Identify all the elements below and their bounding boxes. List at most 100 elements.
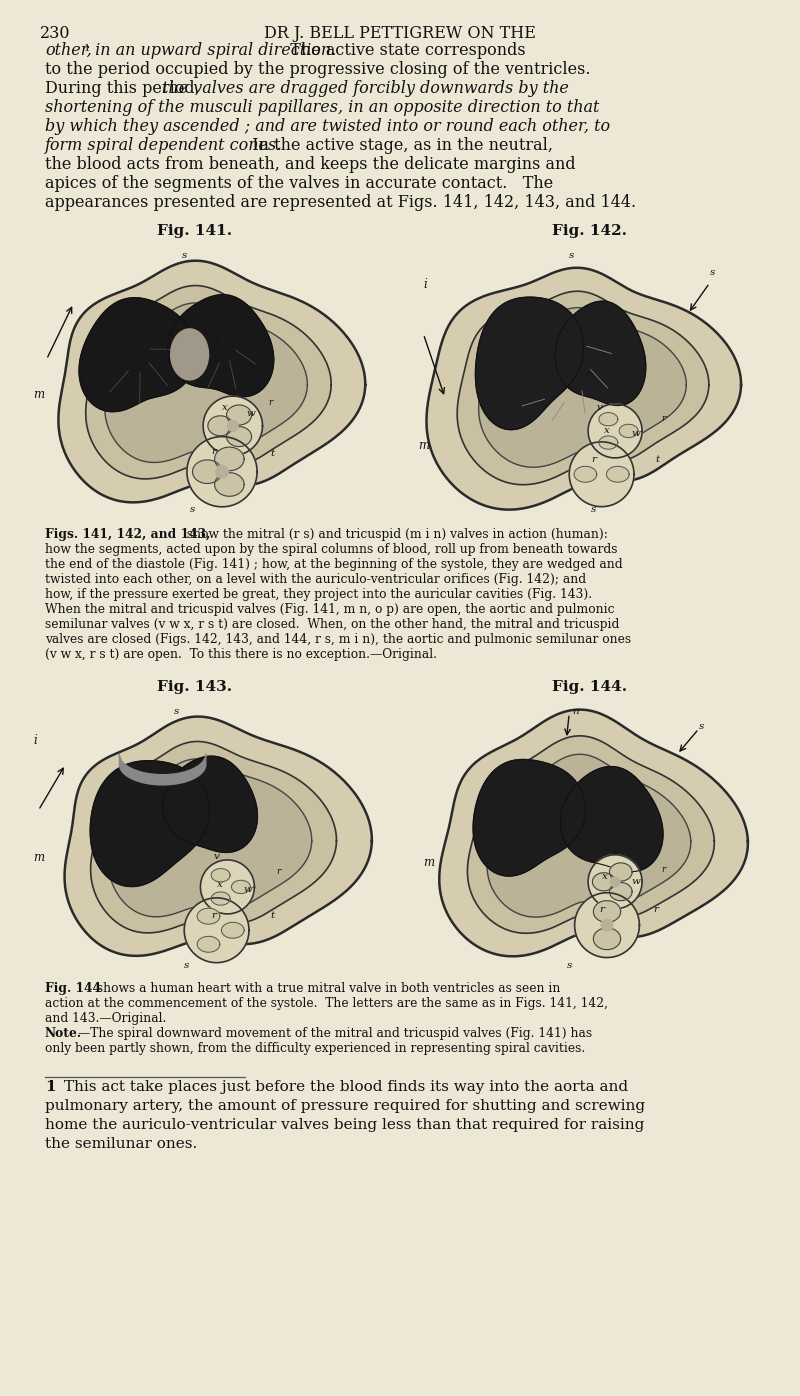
Polygon shape	[574, 466, 597, 482]
Text: v: v	[214, 335, 220, 343]
Polygon shape	[555, 302, 646, 406]
Text: Figs. 141, 142, and 143,: Figs. 141, 142, and 143,	[45, 528, 210, 542]
Polygon shape	[487, 754, 691, 917]
Text: show the mitral (r s) and tricuspid (m i n) valves in action (human):: show the mitral (r s) and tricuspid (m i…	[183, 528, 608, 542]
Polygon shape	[214, 473, 244, 496]
Text: v: v	[613, 847, 618, 856]
Text: r: r	[276, 867, 280, 877]
Polygon shape	[197, 909, 220, 924]
Text: Fig. 142.: Fig. 142.	[553, 223, 627, 237]
Text: Fig. 141.: Fig. 141.	[158, 223, 233, 237]
Polygon shape	[79, 297, 197, 412]
Text: When the mitral and tricuspid valves (Fig. 141, m n, o p) are open, the aortic a: When the mitral and tricuspid valves (Fi…	[45, 603, 614, 616]
Polygon shape	[231, 881, 250, 893]
Text: other,: other,	[45, 42, 92, 59]
Polygon shape	[211, 892, 230, 905]
Text: the blood acts from beneath, and keeps the delicate margins and: the blood acts from beneath, and keeps t…	[45, 156, 576, 173]
Polygon shape	[599, 436, 618, 450]
Polygon shape	[574, 893, 639, 958]
Polygon shape	[226, 427, 251, 447]
Text: w: w	[246, 409, 255, 417]
Text: n: n	[200, 829, 207, 838]
Polygon shape	[478, 307, 686, 468]
Text: w: w	[243, 885, 253, 893]
Text: only been partly shown, from the difficulty experienced in representing spiral c: only been partly shown, from the difficu…	[45, 1041, 586, 1055]
Text: s: s	[710, 268, 715, 278]
Text: x: x	[222, 403, 228, 412]
Polygon shape	[187, 437, 257, 507]
Text: m: m	[33, 388, 44, 401]
Text: appearances presented are represented at Figs. 141, 142, 143, and 144.: appearances presented are represented at…	[45, 194, 636, 211]
Polygon shape	[170, 329, 209, 380]
Text: v: v	[596, 403, 602, 412]
Polygon shape	[594, 900, 621, 923]
Polygon shape	[168, 295, 274, 396]
Polygon shape	[58, 261, 366, 503]
Polygon shape	[90, 761, 210, 886]
Polygon shape	[203, 396, 262, 455]
Text: x: x	[217, 879, 222, 889]
Text: Fig. 144: Fig. 144	[45, 981, 101, 995]
Text: m: m	[423, 857, 434, 870]
Polygon shape	[184, 898, 249, 963]
Text: to the period occupied by the progressive closing of the ventricles.: to the period occupied by the progressiv…	[45, 61, 590, 78]
Text: The active state corresponds: The active state corresponds	[280, 42, 526, 59]
Polygon shape	[227, 420, 238, 431]
Text: x: x	[602, 872, 607, 881]
Polygon shape	[560, 766, 663, 871]
Text: s: s	[190, 505, 195, 515]
Polygon shape	[601, 920, 613, 931]
Text: t: t	[656, 455, 660, 463]
Text: During this period,: During this period,	[45, 80, 205, 96]
Polygon shape	[65, 716, 372, 956]
Text: —The spiral downward movement of the mitral and tricuspid valves (Fig. 141) has: —The spiral downward movement of the mit…	[78, 1027, 592, 1040]
Polygon shape	[214, 447, 244, 470]
Text: DR J. BELL PETTIGREW ON THE: DR J. BELL PETTIGREW ON THE	[264, 25, 536, 42]
Polygon shape	[606, 466, 629, 482]
Polygon shape	[119, 754, 206, 785]
Polygon shape	[222, 923, 244, 938]
Text: s: s	[184, 962, 190, 970]
Text: twisted into each other, on a level with the auriculo-ventricular orifices (Fig.: twisted into each other, on a level with…	[45, 572, 586, 586]
Text: w: w	[631, 429, 640, 438]
Text: This act take places just before the blood finds its way into the aorta and: This act take places just before the blo…	[59, 1081, 628, 1094]
Polygon shape	[570, 443, 634, 507]
Text: w: w	[631, 877, 640, 886]
Text: 1: 1	[45, 1081, 56, 1094]
Text: m: m	[418, 438, 429, 452]
Text: pulmonary artery, the amount of pressure required for shutting and screwing: pulmonary artery, the amount of pressure…	[45, 1099, 645, 1113]
Polygon shape	[208, 416, 233, 436]
Polygon shape	[193, 459, 222, 483]
Polygon shape	[90, 741, 337, 933]
Text: the semilunar ones.: the semilunar ones.	[45, 1136, 198, 1150]
Polygon shape	[594, 928, 621, 949]
Text: the valves are dragged forcibly downwards by the: the valves are dragged forcibly downward…	[162, 80, 569, 96]
Text: 1: 1	[84, 45, 90, 53]
Polygon shape	[216, 465, 228, 477]
Text: how, if the pressure exerted be great, they project into the auricular cavities : how, if the pressure exerted be great, t…	[45, 588, 592, 602]
Text: m: m	[33, 852, 44, 864]
Polygon shape	[467, 736, 714, 934]
Text: by which they ascended ; and are twisted into or round each other, to: by which they ascended ; and are twisted…	[45, 119, 610, 135]
Text: s: s	[182, 250, 187, 260]
Text: Fig. 144.: Fig. 144.	[553, 680, 627, 694]
Text: semilunar valves (v w x, r s t) are closed.  When, on the other hand, the mitral: semilunar valves (v w x, r s t) are clos…	[45, 618, 619, 631]
Text: s: s	[699, 722, 704, 730]
Text: s: s	[570, 250, 574, 260]
Text: r: r	[211, 910, 216, 920]
Polygon shape	[197, 937, 220, 952]
Text: home the auriculo-ventricular valves being less than that required for raising: home the auriculo-ventricular valves bei…	[45, 1118, 644, 1132]
Text: s: s	[590, 505, 596, 515]
Text: shows a human heart with a true mitral valve in both ventricles as seen in: shows a human heart with a true mitral v…	[93, 981, 560, 995]
Text: Fig. 143.: Fig. 143.	[158, 680, 233, 694]
Text: In the active stage, as in the neutral,: In the active stage, as in the neutral,	[242, 137, 553, 154]
Text: and 143.—Original.: and 143.—Original.	[45, 1012, 166, 1025]
Text: 230: 230	[40, 25, 70, 42]
Polygon shape	[211, 868, 230, 882]
Text: shortening of the musculi papillares, in an opposite direction to that: shortening of the musculi papillares, in…	[45, 99, 599, 116]
Polygon shape	[473, 759, 586, 877]
Polygon shape	[610, 863, 632, 881]
Text: s: s	[174, 706, 178, 716]
Text: n: n	[586, 370, 592, 380]
Text: s: s	[566, 962, 572, 970]
